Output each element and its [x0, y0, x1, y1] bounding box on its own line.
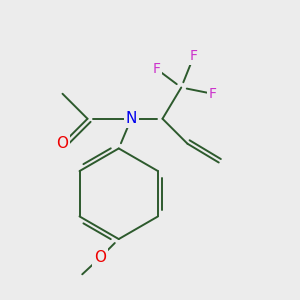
Text: F: F [190, 49, 198, 63]
Text: N: N [126, 111, 137, 126]
Text: O: O [94, 250, 106, 265]
Text: F: F [152, 62, 160, 76]
Text: O: O [56, 136, 68, 151]
Text: F: F [208, 87, 217, 101]
